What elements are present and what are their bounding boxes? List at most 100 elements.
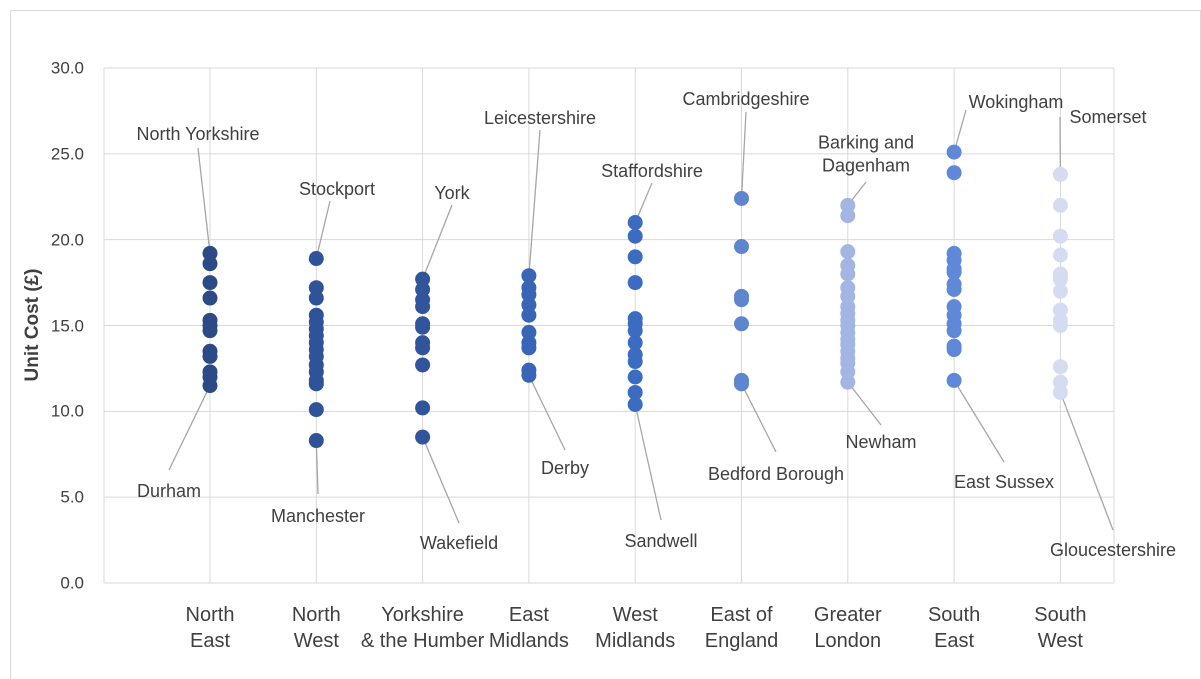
leader-line — [421, 204, 453, 280]
data-point — [1052, 283, 1068, 299]
data-point — [308, 290, 324, 306]
data-point — [1052, 271, 1068, 287]
data-point — [308, 251, 324, 267]
leader-line — [1059, 392, 1114, 531]
data-point — [521, 287, 537, 303]
leader-line — [528, 129, 541, 276]
data-point — [308, 402, 324, 418]
data-point — [415, 299, 431, 315]
y-axis-title: Unit Cost (£) — [22, 268, 44, 382]
leader-line — [197, 147, 211, 254]
data-point — [840, 244, 856, 260]
point-label: Staffordshire — [601, 160, 703, 181]
point-label: Newham — [845, 431, 917, 452]
data-point — [627, 396, 643, 412]
leader-line — [847, 381, 882, 426]
data-point — [627, 275, 643, 291]
point-label: Durham — [136, 480, 202, 501]
point-label: Barking and Dagenham — [817, 132, 915, 176]
data-point — [627, 215, 643, 230]
y-tick-label: 30.0 — [50, 58, 84, 78]
data-point — [734, 316, 749, 332]
x-tick-label: Greater London — [813, 604, 882, 652]
data-point — [627, 335, 643, 351]
data-point — [840, 374, 856, 390]
leader-line — [168, 385, 211, 471]
leader-line — [740, 111, 747, 199]
data-point — [734, 376, 749, 392]
point-label: East Sussex — [953, 471, 1055, 492]
data-point — [521, 297, 537, 313]
x-tick-label: South West — [1034, 604, 1087, 652]
leader-line — [315, 200, 331, 259]
point-label: Wakefield — [419, 532, 499, 553]
data-point — [946, 342, 962, 358]
data-point — [840, 266, 856, 282]
leader-line — [422, 436, 460, 524]
point-label: Manchester — [270, 505, 366, 526]
point-label: Leicestershire — [483, 107, 597, 128]
data-point — [308, 280, 324, 296]
data-point — [1052, 247, 1068, 263]
leader-line — [953, 380, 1005, 463]
data-point — [308, 376, 324, 392]
y-tick-label: 15.0 — [50, 315, 84, 335]
point-label: Bedford Borough — [707, 463, 845, 484]
data-point — [415, 357, 431, 373]
y-tick-label: 0.0 — [60, 573, 84, 593]
x-tick-label: Yorkshire & the Humber — [360, 604, 485, 652]
data-point — [946, 264, 962, 280]
point-label: Gloucestershire — [1049, 539, 1177, 560]
data-point — [627, 354, 643, 370]
data-point — [202, 256, 218, 272]
x-tick-label: West Midlands — [595, 604, 676, 652]
data-point — [1052, 197, 1068, 213]
leader-line — [528, 375, 566, 451]
data-point — [946, 165, 962, 181]
data-point — [415, 319, 431, 335]
data-point — [1052, 302, 1068, 318]
leader-line — [740, 383, 777, 453]
point-label: Wokingham — [968, 91, 1064, 112]
data-point — [415, 281, 431, 297]
leader-line — [634, 404, 662, 521]
data-point — [202, 348, 218, 364]
y-tick-label: 20.0 — [50, 230, 84, 250]
point-label: York — [434, 182, 470, 203]
data-point — [627, 323, 643, 339]
data-point — [1052, 374, 1068, 390]
data-point — [415, 271, 431, 287]
y-tick-label: 25.0 — [50, 144, 84, 164]
data-point — [946, 144, 962, 160]
data-point — [521, 268, 537, 284]
point-label: Cambridgeshire — [682, 88, 810, 109]
x-tick-label: East of England — [704, 604, 779, 652]
point-label: Sandwell — [624, 530, 698, 551]
data-point — [415, 400, 431, 416]
data-point — [627, 228, 643, 244]
data-point — [1052, 359, 1068, 375]
x-tick-label: East Midlands — [488, 604, 569, 652]
data-point — [202, 378, 218, 394]
data-point — [521, 340, 537, 356]
data-point — [734, 190, 749, 206]
data-point — [946, 323, 962, 339]
x-tick-label: North East — [185, 604, 235, 652]
data-point — [308, 433, 324, 449]
data-point — [627, 369, 643, 385]
data-point — [202, 290, 218, 306]
y-tick-label: 10.0 — [50, 401, 84, 421]
data-point — [1052, 384, 1068, 400]
data-point — [521, 367, 537, 383]
data-point — [521, 324, 537, 340]
y-tick-label: 5.0 — [60, 487, 84, 507]
data-point — [840, 288, 856, 304]
data-point — [840, 208, 856, 224]
data-point — [1052, 318, 1068, 333]
data-point — [521, 307, 537, 323]
point-label: North Yorkshire — [136, 123, 260, 144]
data-point — [415, 429, 431, 445]
data-point — [627, 249, 643, 265]
